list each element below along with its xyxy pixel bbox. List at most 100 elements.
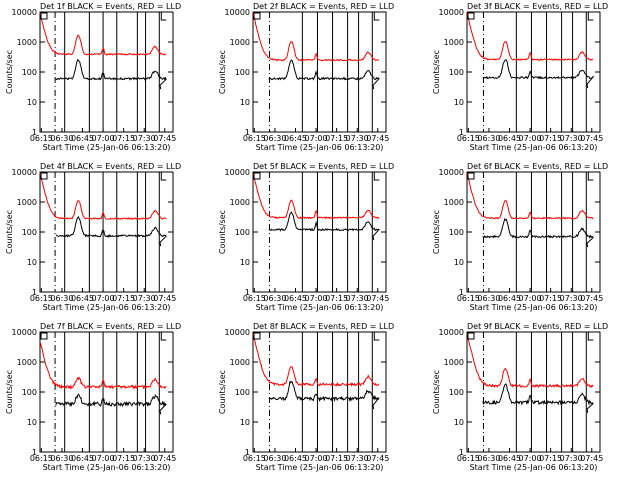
x-tick-label: 06:30 [477, 134, 500, 143]
x-tick-label: 06:45 [284, 294, 307, 303]
y-tick-label: 1000 [17, 38, 37, 47]
corner-marker [467, 12, 475, 20]
y-tick-label: 100 [22, 228, 37, 237]
panel-title: Det 6f BLACK = Events, RED = LLD [467, 162, 608, 171]
x-tick-label: 07:00 [519, 294, 542, 303]
y-tick-label: 10 [27, 98, 37, 107]
x-tick-label: 06:15 [457, 134, 480, 143]
panel-3: Det 3f BLACK = Events, RED = LLD 1 10 100 10… [432, 2, 608, 152]
panel-title: Det 9f BLACK = Events, RED = LLD [467, 322, 608, 331]
x-tick-label: 06:15 [30, 134, 53, 143]
x-tick-label: 06:30 [263, 134, 286, 143]
panel-4: Det 4f BLACK = Events, RED = LLD 1 10 100 10… [5, 162, 181, 312]
events-series-line [268, 211, 381, 241]
y-axis-label: Counts/sec [5, 370, 14, 414]
plot-frame [466, 331, 601, 453]
y-tick-label: 10 [454, 418, 464, 427]
lld-series-line [466, 333, 594, 389]
y-tick-label: 1000 [17, 358, 37, 367]
corner-marker [160, 12, 167, 21]
lld-series-line [39, 172, 167, 220]
x-tick-label: 07:45 [153, 134, 176, 143]
x-tick-label: 06:15 [243, 294, 266, 303]
y-axis-label: Counts/sec [5, 50, 14, 94]
y-tick-label: 10 [454, 98, 464, 107]
y-tick-label: 10000 [225, 328, 250, 337]
y-axis-label: Counts/sec [218, 50, 227, 94]
y-axis-label: Counts/sec [432, 50, 441, 94]
x-axis-label: Start Time (25-Jan-06 06:13:20) [43, 143, 171, 152]
x-tick-label: 06:15 [457, 454, 480, 463]
y-tick-label: 10000 [439, 328, 464, 337]
x-tick-label: 07:45 [580, 294, 603, 303]
plot-frame [466, 171, 601, 293]
events-series-line [55, 58, 167, 90]
plot-frame [252, 171, 387, 293]
panel-8: Det 8f BLACK = Events, RED = LLD 1 10 100 10… [218, 322, 394, 472]
x-tick-label: 07:00 [92, 134, 115, 143]
corner-marker [587, 12, 594, 21]
y-axis-label: Counts/sec [432, 370, 441, 414]
y-tick-label: 1 [459, 288, 464, 297]
y-tick-label: 10000 [12, 8, 37, 17]
x-tick-label: 07:15 [539, 134, 562, 143]
y-tick-label: 100 [235, 228, 250, 237]
x-tick-label: 06:45 [71, 454, 94, 463]
plot-frame [39, 331, 174, 453]
x-tick-label: 07:45 [580, 454, 603, 463]
x-tick-label: 07:00 [92, 454, 115, 463]
y-tick-label: 1000 [230, 198, 250, 207]
y-axis-label: Counts/sec [218, 370, 227, 414]
y-tick-label: 100 [235, 68, 250, 77]
y-tick-label: 100 [22, 68, 37, 77]
y-tick-label: 1000 [230, 358, 250, 367]
panel-title: Det 1f BLACK = Events, RED = LLD [40, 2, 181, 11]
x-tick-label: 07:30 [560, 134, 583, 143]
lld-series-line [466, 173, 594, 220]
panel-title: Det 8f BLACK = Events, RED = LLD [253, 322, 394, 331]
panel-title: Det 5f BLACK = Events, RED = LLD [253, 162, 394, 171]
corner-marker [253, 332, 261, 340]
corner-marker [160, 172, 167, 181]
corner-marker [467, 172, 475, 180]
x-tick-label: 06:30 [477, 294, 500, 303]
y-tick-label: 1000 [230, 38, 250, 47]
x-tick-label: 06:45 [284, 134, 307, 143]
x-tick-label: 07:15 [112, 454, 135, 463]
y-tick-label: 1000 [444, 358, 464, 367]
x-tick-label: 07:15 [325, 134, 348, 143]
plot-frame [39, 171, 174, 293]
panel-title: Det 3f BLACK = Events, RED = LLD [467, 2, 608, 11]
y-tick-label: 1 [32, 128, 37, 137]
panel-1: Det 1f BLACK = Events, RED = LLD 1 10 100 10… [5, 2, 181, 152]
x-tick-label: 07:30 [133, 294, 156, 303]
events-series-line [268, 380, 380, 410]
y-tick-label: 1 [459, 128, 464, 137]
y-tick-label: 10000 [439, 168, 464, 177]
y-tick-label: 1 [32, 288, 37, 297]
x-tick-label: 07:00 [519, 454, 542, 463]
x-tick-label: 07:30 [133, 454, 156, 463]
y-tick-label: 10000 [439, 8, 464, 17]
x-axis-label: Start Time (25-Jan-06 06:13:20) [256, 143, 384, 152]
x-tick-label: 07:45 [153, 454, 176, 463]
x-tick-label: 06:15 [243, 134, 266, 143]
x-tick-label: 07:00 [519, 134, 542, 143]
x-tick-label: 07:00 [305, 294, 328, 303]
y-axis-label: Counts/sec [432, 210, 441, 254]
x-tick-label: 06:45 [71, 134, 94, 143]
y-tick-label: 10000 [12, 328, 37, 337]
x-tick-label: 07:15 [539, 454, 562, 463]
y-tick-label: 1 [32, 448, 37, 457]
x-tick-label: 06:30 [263, 454, 286, 463]
y-tick-label: 1000 [444, 198, 464, 207]
panel-2: Det 2f BLACK = Events, RED = LLD 1 10 100 10… [218, 2, 394, 152]
x-tick-label: 07:30 [346, 454, 369, 463]
x-tick-label: 07:15 [112, 294, 135, 303]
events-series-line [55, 393, 167, 415]
corner-marker [467, 332, 475, 340]
lld-series-line [252, 12, 380, 62]
corner-marker [253, 12, 261, 20]
x-tick-label: 07:15 [112, 134, 135, 143]
